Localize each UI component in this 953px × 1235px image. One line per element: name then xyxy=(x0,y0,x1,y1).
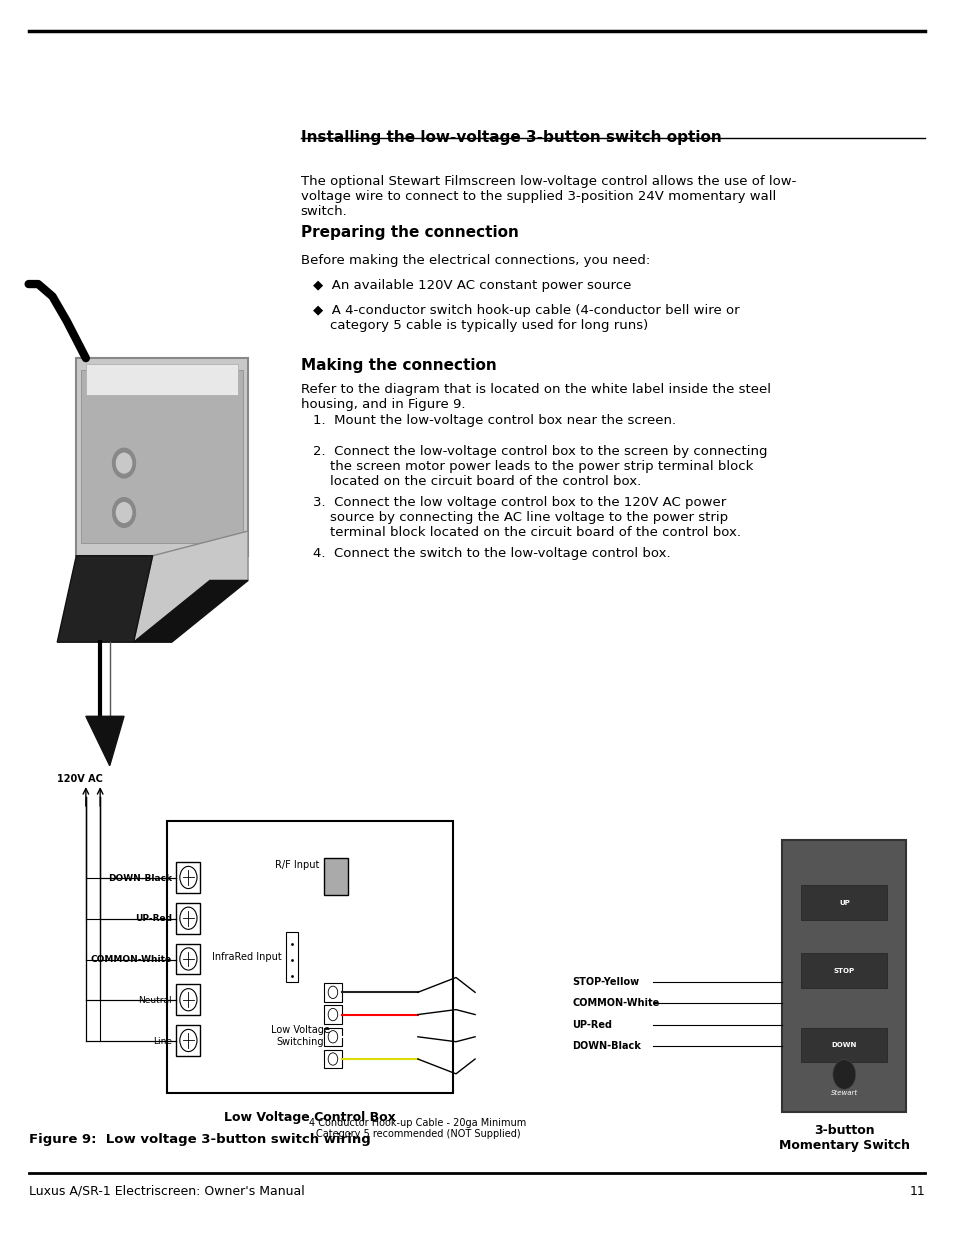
Text: STOP: STOP xyxy=(833,968,854,973)
Text: UP-Red: UP-Red xyxy=(134,914,172,924)
Text: UP: UP xyxy=(838,900,849,905)
FancyBboxPatch shape xyxy=(176,862,200,893)
Text: R/F Input: R/F Input xyxy=(274,860,319,869)
Circle shape xyxy=(112,498,135,527)
Text: Refer to the diagram that is located on the white label inside the steel
housing: Refer to the diagram that is located on … xyxy=(300,383,770,411)
FancyBboxPatch shape xyxy=(167,821,453,1093)
Text: The optional Stewart Filmscreen low-voltage control allows the use of low-
volta: The optional Stewart Filmscreen low-volt… xyxy=(300,175,795,219)
FancyBboxPatch shape xyxy=(781,840,905,1112)
Text: Neutral: Neutral xyxy=(138,995,172,1005)
Text: Low Voltage
Switching: Low Voltage Switching xyxy=(271,1025,330,1046)
Text: 1.  Mount the low-voltage control box near the screen.: 1. Mount the low-voltage control box nea… xyxy=(313,414,676,427)
Polygon shape xyxy=(86,716,124,766)
Text: 2.  Connect the low-voltage control box to the screen by connecting
    the scre: 2. Connect the low-voltage control box t… xyxy=(313,445,766,488)
Text: DOWN-Black: DOWN-Black xyxy=(572,1041,640,1051)
Circle shape xyxy=(180,988,196,1010)
Text: Stewart: Stewart xyxy=(830,1091,857,1095)
FancyBboxPatch shape xyxy=(81,370,243,543)
Circle shape xyxy=(328,986,337,998)
FancyBboxPatch shape xyxy=(86,364,238,395)
FancyBboxPatch shape xyxy=(801,953,886,988)
Text: 3.  Connect the low voltage control box to the 120V AC power
    source by conne: 3. Connect the low voltage control box t… xyxy=(313,496,740,540)
FancyBboxPatch shape xyxy=(286,932,297,982)
Circle shape xyxy=(328,1030,337,1042)
Text: ◆  A 4-conductor switch hook-up cable (4-conductor bell wire or
    category 5 c: ◆ A 4-conductor switch hook-up cable (4-… xyxy=(313,304,739,332)
Text: ◆  An available 120V AC constant power source: ◆ An available 120V AC constant power so… xyxy=(313,279,631,293)
Text: 11: 11 xyxy=(908,1184,924,1198)
Circle shape xyxy=(180,948,196,971)
Circle shape xyxy=(180,867,196,889)
FancyBboxPatch shape xyxy=(324,983,341,1002)
Text: UP-Red: UP-Red xyxy=(572,1020,612,1030)
FancyBboxPatch shape xyxy=(324,858,348,895)
Circle shape xyxy=(832,1060,855,1089)
Circle shape xyxy=(116,453,132,473)
Circle shape xyxy=(116,503,132,522)
Text: COMMON-White: COMMON-White xyxy=(91,955,172,965)
FancyBboxPatch shape xyxy=(324,1005,341,1024)
FancyBboxPatch shape xyxy=(801,885,886,920)
Text: Preparing the connection: Preparing the connection xyxy=(300,225,517,240)
Text: Low Voltage Control Box: Low Voltage Control Box xyxy=(224,1112,395,1125)
Text: InfraRed Input: InfraRed Input xyxy=(212,952,281,962)
Circle shape xyxy=(328,1008,337,1020)
Circle shape xyxy=(112,448,135,478)
Polygon shape xyxy=(133,580,248,642)
FancyBboxPatch shape xyxy=(176,903,200,934)
Text: DOWN-Black: DOWN-Black xyxy=(108,873,172,883)
Text: 120V AC: 120V AC xyxy=(57,774,103,784)
Text: Line: Line xyxy=(152,1036,172,1046)
Circle shape xyxy=(180,1029,196,1051)
FancyBboxPatch shape xyxy=(324,1050,341,1068)
Text: DOWN: DOWN xyxy=(831,1042,856,1047)
Circle shape xyxy=(328,1052,337,1065)
Polygon shape xyxy=(133,531,248,642)
Text: Installing the low-voltage 3-button switch option: Installing the low-voltage 3-button swit… xyxy=(300,130,720,144)
Text: Before making the electrical connections, you need:: Before making the electrical connections… xyxy=(300,254,649,268)
Text: Figure 9:  Low voltage 3-button switch wiring: Figure 9: Low voltage 3-button switch wi… xyxy=(29,1132,370,1146)
Text: 4 Conductor Hook-up Cable - 20ga Minimum
Category 5 recommended (NOT Supplied): 4 Conductor Hook-up Cable - 20ga Minimum… xyxy=(309,1118,526,1139)
FancyBboxPatch shape xyxy=(76,358,248,556)
FancyBboxPatch shape xyxy=(324,1028,341,1046)
Text: COMMON-White: COMMON-White xyxy=(572,998,659,1008)
FancyBboxPatch shape xyxy=(176,984,200,1015)
Text: Luxus A/SR-1 Electriscreen: Owner's Manual: Luxus A/SR-1 Electriscreen: Owner's Manu… xyxy=(29,1184,304,1198)
Text: 4.  Connect the switch to the low-voltage control box.: 4. Connect the switch to the low-voltage… xyxy=(313,547,670,561)
Circle shape xyxy=(180,906,196,929)
FancyBboxPatch shape xyxy=(176,1025,200,1056)
FancyBboxPatch shape xyxy=(801,1028,886,1062)
Text: Making the connection: Making the connection xyxy=(300,358,496,373)
Polygon shape xyxy=(57,556,152,642)
FancyBboxPatch shape xyxy=(176,944,200,974)
Text: 3-button
Momentary Switch: 3-button Momentary Switch xyxy=(778,1124,909,1152)
Text: STOP-Yellow: STOP-Yellow xyxy=(572,977,639,987)
